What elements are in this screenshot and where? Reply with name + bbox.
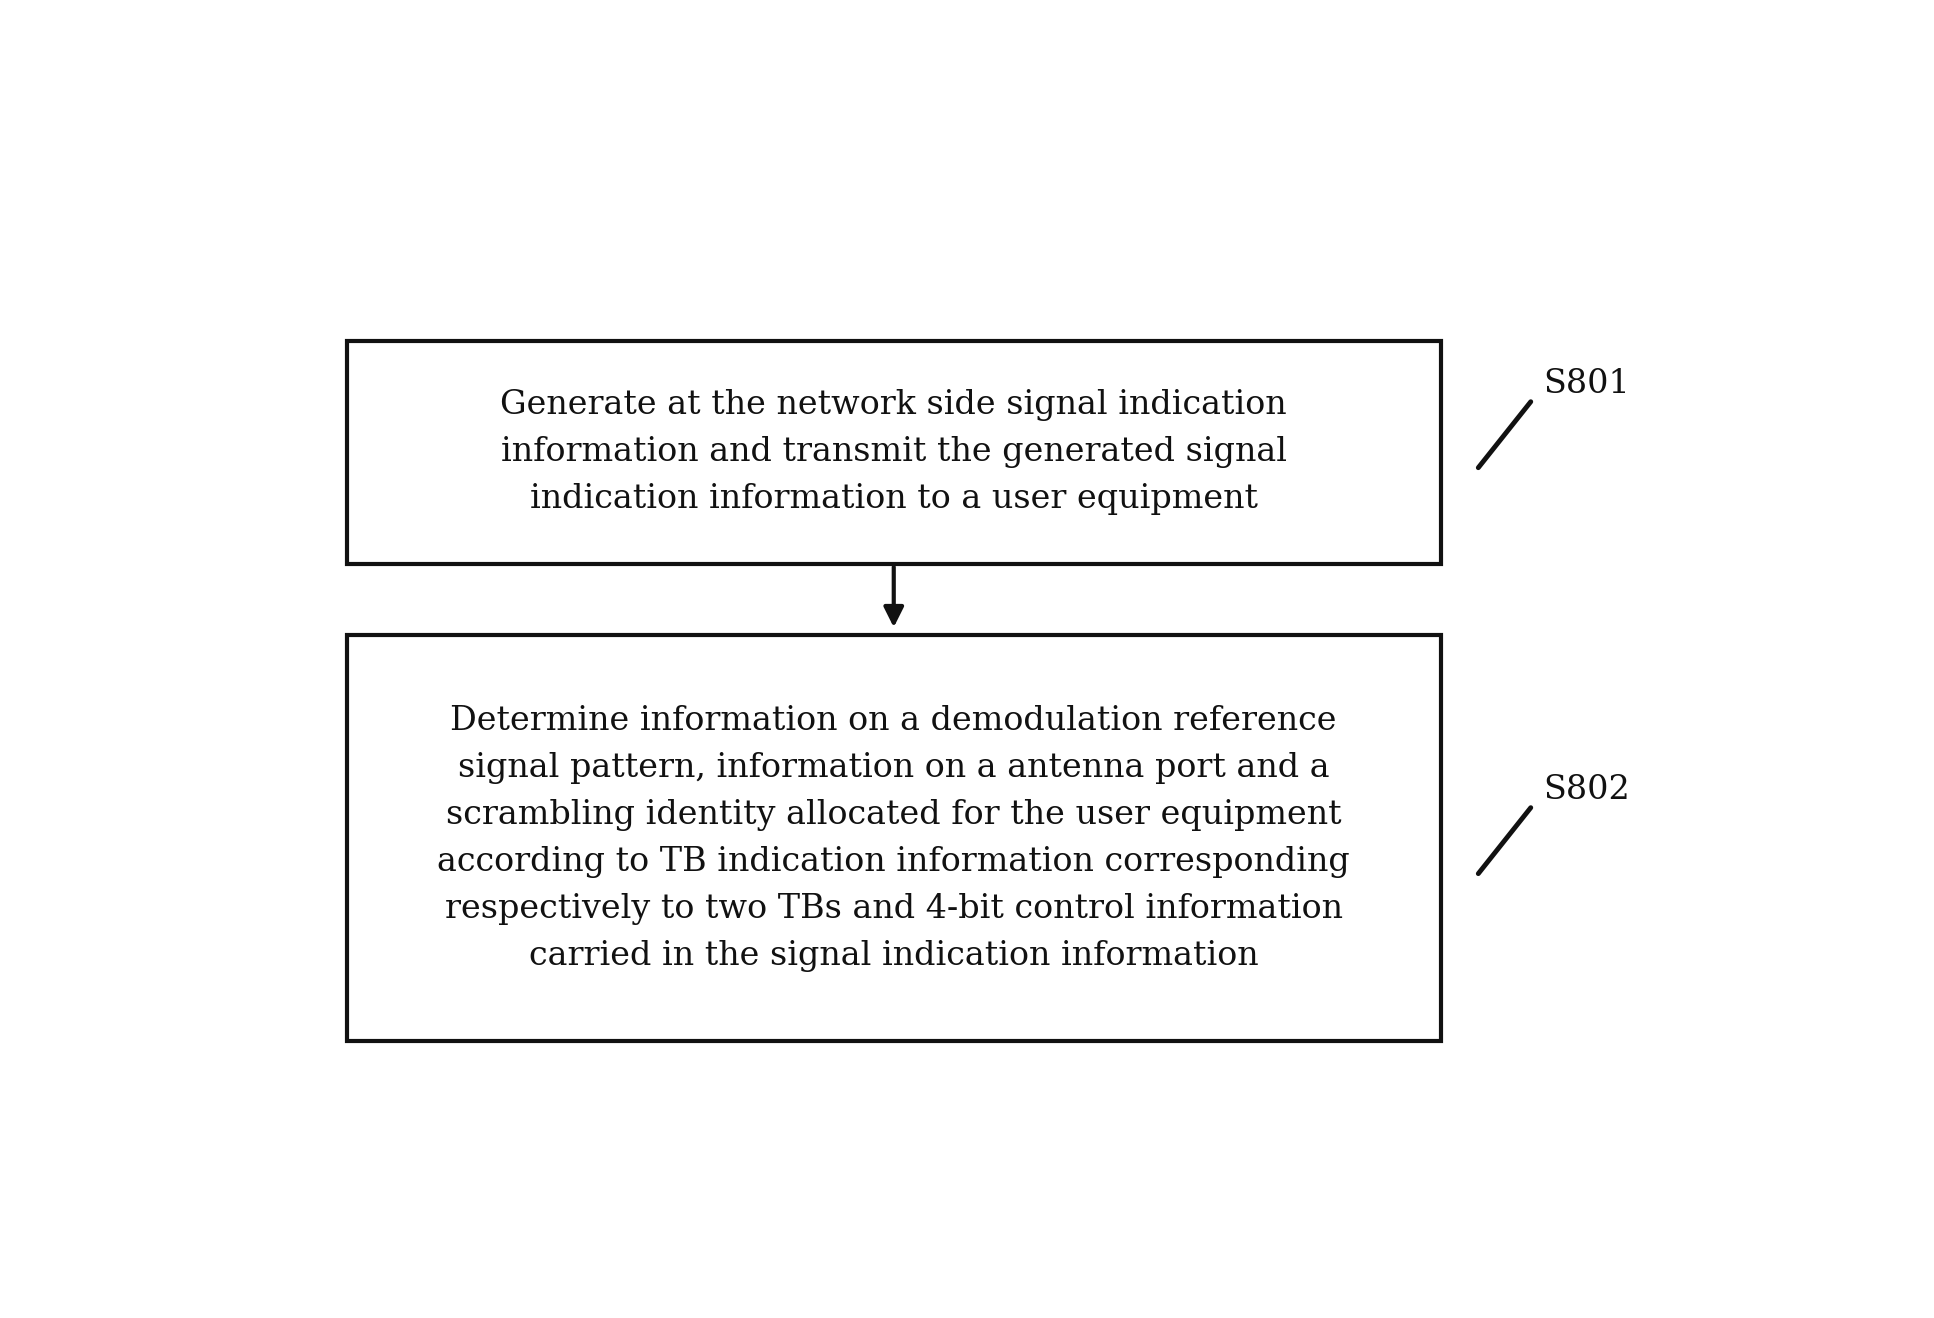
Text: S802: S802 — [1543, 774, 1630, 805]
FancyBboxPatch shape — [346, 341, 1441, 564]
Text: S801: S801 — [1543, 368, 1630, 399]
Text: Generate at the network side signal indication
information and transmit the gene: Generate at the network side signal indi… — [501, 390, 1286, 515]
Text: Determine information on a demodulation reference
signal pattern, information on: Determine information on a demodulation … — [437, 705, 1350, 971]
FancyBboxPatch shape — [346, 635, 1441, 1041]
